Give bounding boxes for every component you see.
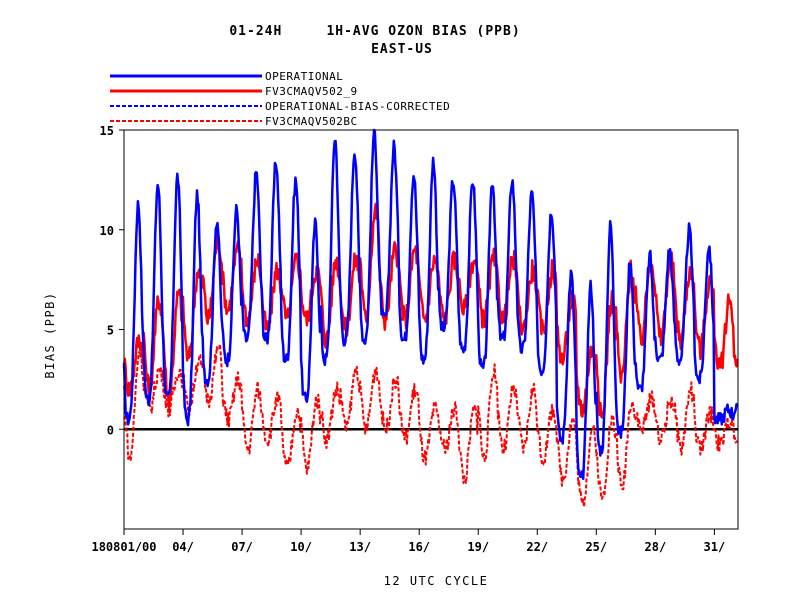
x-tick-label: 16/ xyxy=(408,540,430,554)
y-tick-label: 15 xyxy=(100,124,114,138)
x-tick-label: 25/ xyxy=(585,540,607,554)
x-tick-label: 28/ xyxy=(645,540,667,554)
x-tick-label: 19/ xyxy=(467,540,489,554)
series-line-fv3cmaqv502-9 xyxy=(122,202,739,419)
x-tick-label: 22/ xyxy=(526,540,548,554)
x-tick-label: 31/ xyxy=(704,540,726,554)
x-tick-label: 04/ xyxy=(172,540,194,554)
x-tick-label: 10/ xyxy=(290,540,312,554)
x-tick-label: 07/ xyxy=(231,540,253,554)
legend-label-operational-bias-corrected: OPERATIONAL-BIAS-CORRECTED xyxy=(265,100,450,113)
x-tick-label: 13/ xyxy=(349,540,371,554)
y-tick-label: 5 xyxy=(107,324,114,338)
y-tick-label: 0 xyxy=(107,423,114,437)
legend-label-fv3cmaqv502bc: FV3CMAQV502BC xyxy=(265,115,358,128)
chart-title-line1: 01-24H 1H-AVG OZON BIAS (PPB) xyxy=(229,24,520,39)
series-line-fv3cmaqv502bc xyxy=(123,343,739,509)
y-axis-ticks: 15 10 5 0 xyxy=(100,124,124,437)
x-axis-label: 12 UTC CYCLE xyxy=(384,574,489,588)
legend: OPERATIONAL FV3CMAQV502_9 OPERATIONAL-BI… xyxy=(110,70,450,128)
legend-label-operational: OPERATIONAL xyxy=(265,70,343,83)
y-tick-label: 10 xyxy=(100,224,114,238)
x-tick-label: 180801/00 xyxy=(91,540,156,554)
x-axis-ticks: 180801/00 04/07/10/13/16/19/22/25/28/31/ xyxy=(91,529,725,554)
legend-label-fv3cmaqv502-9: FV3CMAQV502_9 xyxy=(265,85,358,98)
plot-frame xyxy=(123,129,739,530)
plot-area xyxy=(122,128,739,509)
series-line-operational xyxy=(122,128,739,481)
y-axis-label: BIAS (PPB) xyxy=(43,291,57,378)
chart-title-line2: EAST-US xyxy=(371,42,433,57)
